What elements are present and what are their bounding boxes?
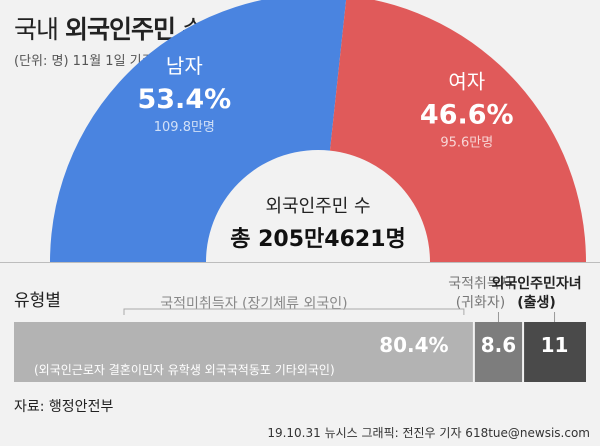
unit-note: (단위: 명) 11월 1일 기준: [14, 54, 154, 69]
slice-percent: 46.6%: [420, 99, 514, 130]
segment-note: (외국인근로자 결혼이민자 유학생 외국국적동포 기타외국인): [34, 363, 335, 377]
segment-gap: [522, 322, 525, 382]
label-bracket: [123, 308, 465, 315]
bar-title: 유형별: [14, 291, 61, 311]
segment-label: (귀화자): [456, 295, 506, 311]
slice-label: 여자: [448, 69, 485, 93]
segment-value: 80.4%: [379, 333, 448, 357]
label-tick: [554, 312, 556, 322]
title-bold: 외국인주민: [64, 15, 176, 44]
segment-value: 8.6: [481, 333, 516, 357]
divider: [0, 262, 600, 263]
slice-count: 109.8만명: [154, 120, 215, 135]
center-total: 총 205만4621명: [230, 227, 406, 252]
slice-count: 95.6만명: [440, 135, 493, 150]
title-normal: 국내: [14, 15, 65, 44]
label-tick: [497, 312, 499, 322]
segment-label: 외국인주민자녀: [491, 275, 581, 292]
bar-segment-1: [473, 322, 524, 382]
segment-label: 국적취득자: [448, 276, 513, 292]
slice-label: 남자: [166, 54, 203, 78]
bar-segment-0: [14, 322, 474, 382]
segment-label: (출생): [517, 294, 556, 311]
bar-segment-2: [523, 322, 586, 382]
donut-slice-male: [50, 0, 347, 262]
segment-value: 11: [541, 333, 569, 357]
segment-label: 국적미취득자 (장기체류 외국인): [160, 296, 347, 312]
donut-slice-female: [329, 0, 586, 262]
slice-percent: 53.4%: [137, 84, 231, 115]
source-note: 자료: 행정안전부: [14, 399, 114, 415]
segment-gap: [472, 322, 475, 382]
center-label: 외국인주민 수: [265, 196, 370, 217]
credit-line: 19.10.31 뉴시스 그래픽: 전진우 기자 618tue@newsis.c…: [267, 426, 590, 440]
